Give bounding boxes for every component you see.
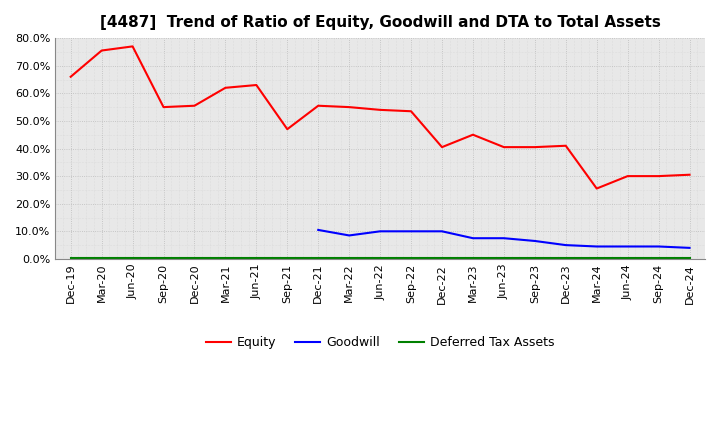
- Deferred Tax Assets: [283, 256, 292, 261]
- Equity: [97, 48, 106, 53]
- Equity: [685, 172, 694, 177]
- Equity: [531, 144, 539, 150]
- Goodwill: [654, 244, 663, 249]
- Deferred Tax Assets: [593, 256, 601, 261]
- Deferred Tax Assets: [66, 256, 75, 261]
- Goodwill: [562, 242, 570, 248]
- Equity: [438, 144, 446, 150]
- Deferred Tax Assets: [407, 256, 415, 261]
- Equity: [66, 74, 75, 79]
- Legend: Equity, Goodwill, Deferred Tax Assets: Equity, Goodwill, Deferred Tax Assets: [201, 331, 559, 354]
- Deferred Tax Assets: [97, 256, 106, 261]
- Goodwill: [500, 235, 508, 241]
- Deferred Tax Assets: [654, 256, 663, 261]
- Line: Goodwill: Goodwill: [318, 230, 690, 248]
- Equity: [128, 44, 137, 49]
- Goodwill: [314, 227, 323, 233]
- Equity: [654, 173, 663, 179]
- Goodwill: [593, 244, 601, 249]
- Goodwill: [469, 235, 477, 241]
- Deferred Tax Assets: [159, 256, 168, 261]
- Line: Equity: Equity: [71, 46, 690, 188]
- Equity: [500, 144, 508, 150]
- Equity: [221, 85, 230, 91]
- Equity: [593, 186, 601, 191]
- Goodwill: [624, 244, 632, 249]
- Goodwill: [376, 229, 384, 234]
- Equity: [252, 82, 261, 88]
- Equity: [190, 103, 199, 108]
- Equity: [407, 109, 415, 114]
- Equity: [562, 143, 570, 148]
- Deferred Tax Assets: [345, 256, 354, 261]
- Deferred Tax Assets: [685, 256, 694, 261]
- Equity: [469, 132, 477, 137]
- Deferred Tax Assets: [221, 256, 230, 261]
- Deferred Tax Assets: [252, 256, 261, 261]
- Equity: [283, 127, 292, 132]
- Equity: [624, 173, 632, 179]
- Deferred Tax Assets: [128, 256, 137, 261]
- Equity: [314, 103, 323, 108]
- Goodwill: [407, 229, 415, 234]
- Equity: [345, 104, 354, 110]
- Goodwill: [685, 245, 694, 250]
- Deferred Tax Assets: [624, 256, 632, 261]
- Equity: [159, 104, 168, 110]
- Deferred Tax Assets: [562, 256, 570, 261]
- Goodwill: [531, 238, 539, 244]
- Equity: [376, 107, 384, 113]
- Deferred Tax Assets: [531, 256, 539, 261]
- Goodwill: [438, 229, 446, 234]
- Goodwill: [345, 233, 354, 238]
- Title: [4487]  Trend of Ratio of Equity, Goodwill and DTA to Total Assets: [4487] Trend of Ratio of Equity, Goodwil…: [99, 15, 660, 30]
- Deferred Tax Assets: [500, 256, 508, 261]
- Deferred Tax Assets: [190, 256, 199, 261]
- Deferred Tax Assets: [314, 256, 323, 261]
- Deferred Tax Assets: [469, 256, 477, 261]
- Deferred Tax Assets: [438, 256, 446, 261]
- Deferred Tax Assets: [376, 256, 384, 261]
